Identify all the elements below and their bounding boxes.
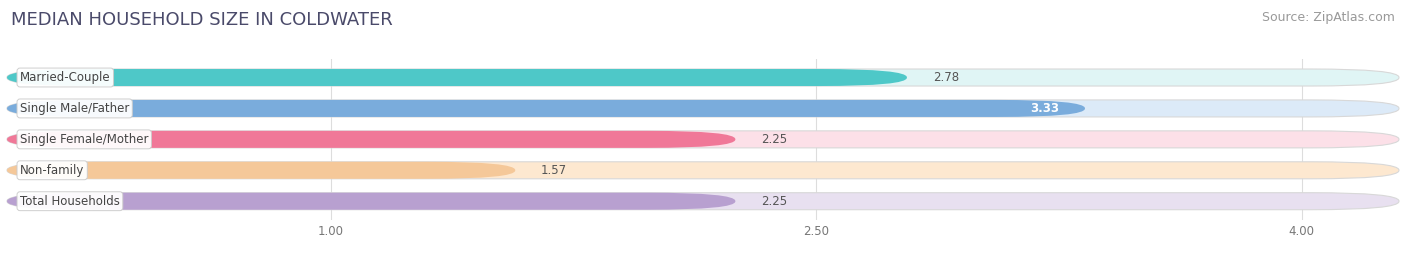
- Text: 2.25: 2.25: [761, 195, 787, 208]
- Text: Total Households: Total Households: [20, 195, 120, 208]
- FancyBboxPatch shape: [7, 69, 907, 86]
- FancyBboxPatch shape: [7, 100, 1399, 117]
- Text: 2.25: 2.25: [761, 133, 787, 146]
- Text: 2.78: 2.78: [932, 71, 959, 84]
- FancyBboxPatch shape: [7, 193, 1399, 210]
- FancyBboxPatch shape: [7, 162, 515, 179]
- FancyBboxPatch shape: [7, 69, 1399, 86]
- Text: Single Male/Father: Single Male/Father: [20, 102, 129, 115]
- FancyBboxPatch shape: [7, 162, 1399, 179]
- FancyBboxPatch shape: [7, 131, 735, 148]
- Text: Non-family: Non-family: [20, 164, 84, 177]
- Text: 1.57: 1.57: [541, 164, 567, 177]
- Text: 3.33: 3.33: [1031, 102, 1059, 115]
- FancyBboxPatch shape: [7, 193, 735, 210]
- Text: Married-Couple: Married-Couple: [20, 71, 111, 84]
- FancyBboxPatch shape: [7, 131, 1399, 148]
- Text: MEDIAN HOUSEHOLD SIZE IN COLDWATER: MEDIAN HOUSEHOLD SIZE IN COLDWATER: [11, 11, 394, 29]
- FancyBboxPatch shape: [7, 100, 1085, 117]
- Text: Single Female/Mother: Single Female/Mother: [20, 133, 149, 146]
- Text: Source: ZipAtlas.com: Source: ZipAtlas.com: [1261, 11, 1395, 24]
